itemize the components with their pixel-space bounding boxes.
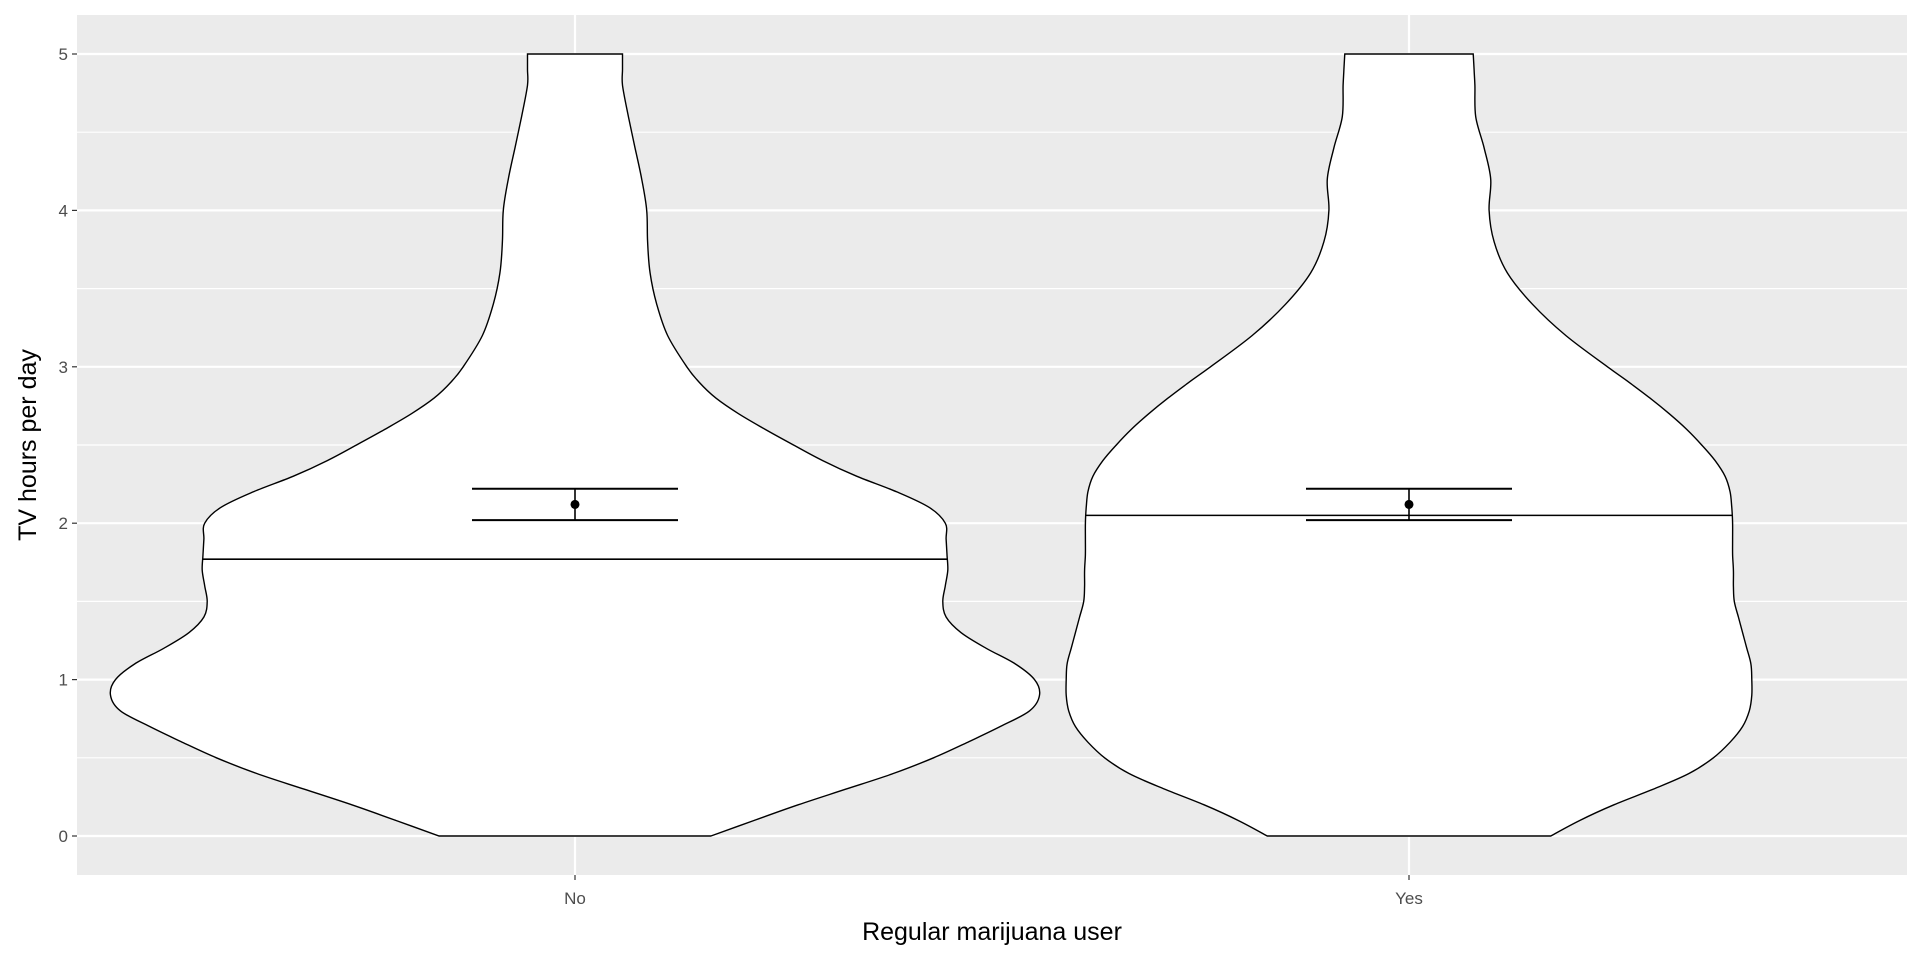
x-axis-title: Regular marijuana user	[862, 918, 1122, 946]
y-tick-label: 3	[59, 358, 68, 377]
y-axis: 0 1 2 3 4 5	[59, 45, 77, 846]
x-tick-label: Yes	[1395, 889, 1423, 908]
mean-point	[570, 499, 580, 509]
x-tick-label: No	[564, 889, 586, 908]
violin-no	[109, 53, 1041, 837]
y-tick-label: 1	[59, 671, 68, 690]
y-tick-label: 5	[59, 45, 68, 64]
y-tick-label: 2	[59, 514, 68, 533]
y-tick-label: 0	[59, 827, 68, 846]
violin-yes	[1065, 53, 1753, 837]
violins	[109, 53, 1753, 837]
y-tick-label: 4	[59, 201, 68, 220]
mean-point	[1404, 499, 1414, 509]
y-axis-title: TV hours per day	[14, 349, 42, 541]
x-axis: No Yes	[564, 875, 1423, 908]
